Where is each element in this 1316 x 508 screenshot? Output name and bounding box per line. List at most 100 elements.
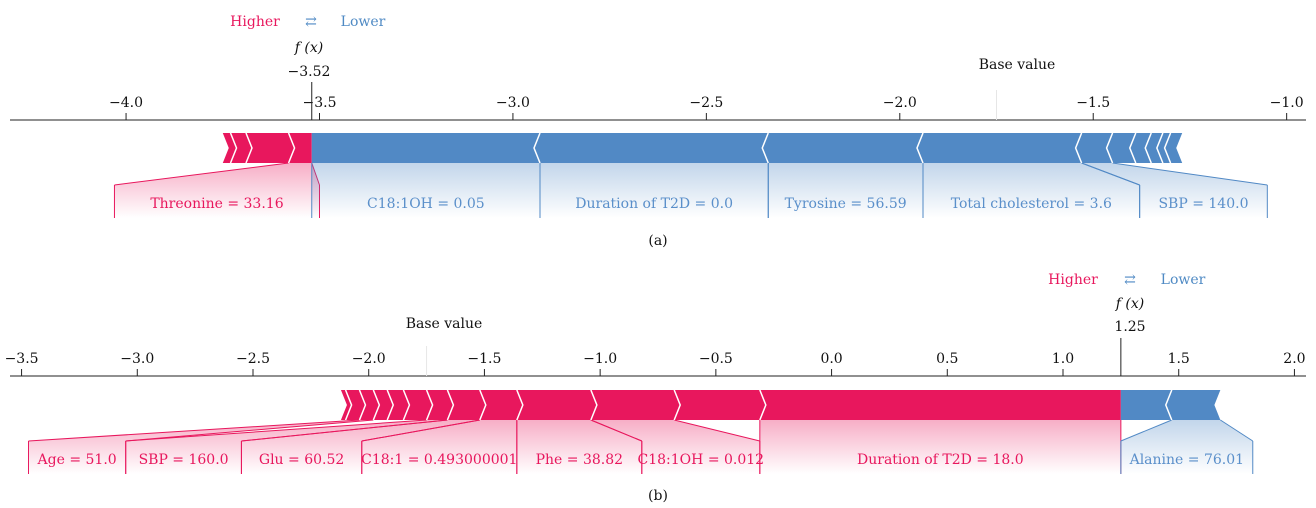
tick-label: −1.0 <box>583 351 617 367</box>
feature-label-text: Alanine = 76.01 <box>1129 452 1244 468</box>
fx-value: 1.25 <box>1114 319 1145 335</box>
base-value-label: Base value <box>979 57 1056 73</box>
label-connector-edge <box>590 419 642 442</box>
chevron-left-icon <box>533 132 541 164</box>
chevrons <box>229 132 1172 164</box>
label-connector <box>125 420 448 474</box>
chevron-right-icon <box>245 132 253 164</box>
chevron-right-icon <box>479 389 487 421</box>
chevron-left-icon <box>1156 132 1164 164</box>
chevron-left-icon <box>1164 389 1173 421</box>
label-connector <box>28 420 374 474</box>
feature-label: Age = 51.0 <box>28 419 374 474</box>
chevron-right-icon <box>287 132 296 164</box>
chevron-left-icon <box>1128 132 1137 164</box>
chevron-right-icon <box>372 389 381 421</box>
chevron-right-icon <box>590 389 598 421</box>
legend-lower: Lower <box>1161 272 1206 288</box>
feature-label-text: C18:1OH = 0.05 <box>367 196 485 212</box>
label-connector-edge <box>125 419 427 442</box>
label-connector <box>923 163 1140 218</box>
feature-label-text: Duration of T2D = 18.0 <box>857 452 1024 468</box>
feature-label-text: Glu = 60.52 <box>259 452 344 468</box>
label-connector <box>1081 163 1268 218</box>
label-connector <box>114 163 320 218</box>
tick-label: 0.0 <box>820 351 842 367</box>
label-connector-edge <box>28 419 360 442</box>
feature-label: Duration of T2D = 18.0 <box>759 420 1122 474</box>
chevron-right-icon <box>229 132 238 164</box>
chevron-left-icon <box>916 132 924 164</box>
label-connector <box>759 420 1121 474</box>
label-connector <box>361 420 517 474</box>
legend-arrow-icon: ⇄ <box>305 14 317 30</box>
chevron-right-icon <box>358 389 367 421</box>
feature-label: Phe = 38.82 <box>516 419 643 474</box>
chevron-right-icon <box>425 389 434 421</box>
tick-label: 1.5 <box>1168 351 1190 367</box>
feature-label: C18:1OH = 0.05 <box>311 163 541 218</box>
legend-lower: Lower <box>341 14 386 30</box>
force-bars <box>222 133 1183 163</box>
fx-label: f (x) <box>1115 296 1144 312</box>
tick-label: 2.0 <box>1283 351 1305 367</box>
label-connector-edge <box>1120 419 1172 442</box>
tick-label: −4.0 <box>109 95 143 111</box>
label-connector-edge <box>674 419 760 442</box>
force-plot-a: Higher ⇄ Lower f (x) −3.52 Base value −4… <box>10 14 1306 249</box>
chevron-left-icon <box>1144 132 1152 164</box>
feature-label: Duration of T2D = 0.0 <box>539 163 769 218</box>
chevron-left-icon <box>1105 132 1114 164</box>
tick-label: −2.0 <box>352 351 386 367</box>
chevron-right-icon <box>344 389 353 421</box>
chevron-right-icon <box>516 389 524 421</box>
feature-label: C18:1 = 0.493000001 <box>361 419 517 474</box>
feature-label: SBP = 140.0 <box>1081 162 1268 218</box>
label-connector <box>768 163 924 218</box>
feature-label: C18:1OH = 0.012 <box>590 419 764 474</box>
feature-label-text: Tyrosine = 56.59 <box>785 196 907 212</box>
negative-force-bar <box>1120 390 1221 420</box>
chevron-right-icon <box>402 389 411 421</box>
feature-label-text: SBP = 140.0 <box>1158 196 1248 212</box>
tick-label: −3.5 <box>302 95 336 111</box>
tick-label: 0.5 <box>936 351 958 367</box>
legend: Higher ⇄ Lower <box>230 14 385 30</box>
legend-higher: Higher <box>1048 272 1098 288</box>
label-connector <box>241 420 480 474</box>
chevron-right-icon <box>446 389 455 421</box>
feature-label-text: C18:1 = 0.493000001 <box>361 452 517 468</box>
chevron-right-icon <box>386 389 395 421</box>
label-connector-edge <box>114 162 289 186</box>
force-plot-b: Higher ⇄ Lower f (x) 1.25 Base value −3.… <box>5 272 1306 504</box>
negative-force-bar <box>311 133 1183 163</box>
label-connector-edge <box>1081 162 1140 186</box>
tick-label: −0.5 <box>699 351 733 367</box>
tick-label: −3.5 <box>5 351 39 367</box>
label-connector-edge <box>241 419 448 442</box>
tick-label: −3.0 <box>120 351 154 367</box>
chevron-right-icon <box>673 389 682 421</box>
force-bars <box>340 390 1221 420</box>
legend-higher: Higher <box>230 14 280 30</box>
feature-label-text: Duration of T2D = 0.0 <box>575 196 733 212</box>
feature-label: Total cholesterol = 3.6 <box>922 162 1141 218</box>
positive-force-bar <box>340 390 1121 420</box>
feature-labels: Age = 51.0 SBP = 160.0 Glu = 60.52 C18:1 = … <box>28 419 1254 474</box>
tick-label: −3.0 <box>496 95 530 111</box>
tick-label: −1.0 <box>1270 95 1304 111</box>
tick-label: −2.0 <box>883 95 917 111</box>
caption-a: (a) <box>648 233 667 249</box>
tick-label: −2.5 <box>689 95 723 111</box>
label-connector <box>311 163 541 218</box>
base-value-label: Base value <box>406 316 483 332</box>
label-connector <box>590 420 760 474</box>
chevron-right-icon <box>759 389 767 421</box>
label-connector-edge <box>1112 162 1268 186</box>
chevron-left-icon <box>1163 132 1172 164</box>
feature-labels: Threonine = 33.16 C18:1OH = 0.05 Duration … <box>113 162 1268 218</box>
label-connector-edge <box>125 419 374 442</box>
label-connector <box>1120 420 1253 474</box>
feature-label: Tyrosine = 56.59 <box>767 163 924 218</box>
